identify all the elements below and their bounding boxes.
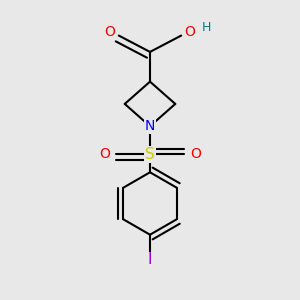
Text: O: O xyxy=(190,148,201,161)
Text: O: O xyxy=(104,25,115,39)
Text: O: O xyxy=(184,25,195,39)
Text: I: I xyxy=(148,253,152,268)
Text: S: S xyxy=(145,147,155,162)
Text: N: N xyxy=(145,119,155,133)
Text: H: H xyxy=(202,21,211,34)
Text: O: O xyxy=(99,148,110,161)
